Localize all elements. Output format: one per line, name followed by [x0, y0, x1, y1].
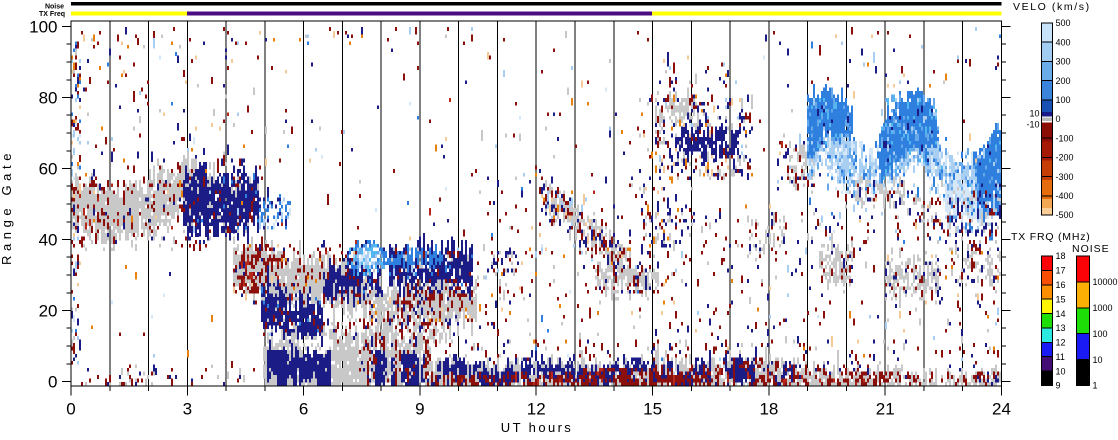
svg-text:0: 0 — [66, 400, 75, 419]
svg-text:10: 10 — [1093, 355, 1103, 365]
svg-text:10: 10 — [1029, 109, 1039, 119]
svg-text:60: 60 — [39, 160, 58, 179]
svg-text:100: 100 — [29, 18, 57, 37]
svg-text:-300: -300 — [1056, 172, 1074, 182]
svg-text:-400: -400 — [1056, 191, 1074, 201]
svg-text:21: 21 — [876, 400, 895, 419]
svg-text:NOISE: NOISE — [1072, 243, 1110, 255]
svg-text:9: 9 — [415, 400, 424, 419]
svg-text:TX Freq: TX Freq — [39, 11, 65, 18]
svg-text:TX FRQ (MHz): TX FRQ (MHz) — [1011, 231, 1091, 243]
svg-text:500: 500 — [1056, 18, 1071, 28]
svg-text:15: 15 — [643, 400, 662, 419]
svg-text:9: 9 — [1056, 381, 1061, 391]
svg-text:18: 18 — [759, 400, 778, 419]
svg-text:300: 300 — [1056, 57, 1071, 67]
svg-text:-100: -100 — [1056, 133, 1074, 143]
svg-text:-500: -500 — [1056, 210, 1074, 220]
svg-text:40: 40 — [39, 231, 58, 250]
svg-text:12: 12 — [1056, 338, 1066, 348]
svg-text:80: 80 — [39, 89, 58, 108]
svg-text:12: 12 — [527, 400, 546, 419]
svg-text:20: 20 — [39, 302, 58, 321]
svg-text:0: 0 — [1056, 114, 1061, 124]
svg-text:10000: 10000 — [1093, 277, 1118, 287]
svg-text:100: 100 — [1056, 95, 1071, 105]
svg-text:200: 200 — [1056, 76, 1071, 86]
svg-text:100: 100 — [1093, 329, 1108, 339]
svg-text:14: 14 — [1056, 309, 1066, 319]
svg-text:3: 3 — [183, 400, 192, 419]
svg-text:VELO (km/s): VELO (km/s) — [1013, 1, 1091, 13]
svg-text:10: 10 — [1056, 366, 1066, 376]
svg-text:Range Gate: Range Gate — [0, 149, 14, 265]
svg-text:Noise: Noise — [45, 4, 64, 11]
svg-text:-10: -10 — [1026, 120, 1039, 130]
svg-text:11: 11 — [1056, 352, 1065, 362]
svg-text:0: 0 — [48, 373, 57, 392]
svg-text:6: 6 — [299, 400, 308, 419]
svg-text:1000: 1000 — [1093, 303, 1113, 313]
svg-text:16: 16 — [1056, 280, 1066, 290]
svg-text:UT hours: UT hours — [501, 420, 573, 435]
svg-text:18: 18 — [1056, 251, 1066, 261]
svg-text:400: 400 — [1056, 37, 1071, 47]
svg-text:1: 1 — [1093, 381, 1098, 391]
svg-text:-200: -200 — [1056, 153, 1074, 163]
svg-text:24: 24 — [992, 400, 1011, 419]
svg-text:15: 15 — [1056, 294, 1066, 304]
svg-text:13: 13 — [1056, 323, 1066, 333]
svg-text:17: 17 — [1056, 266, 1066, 276]
